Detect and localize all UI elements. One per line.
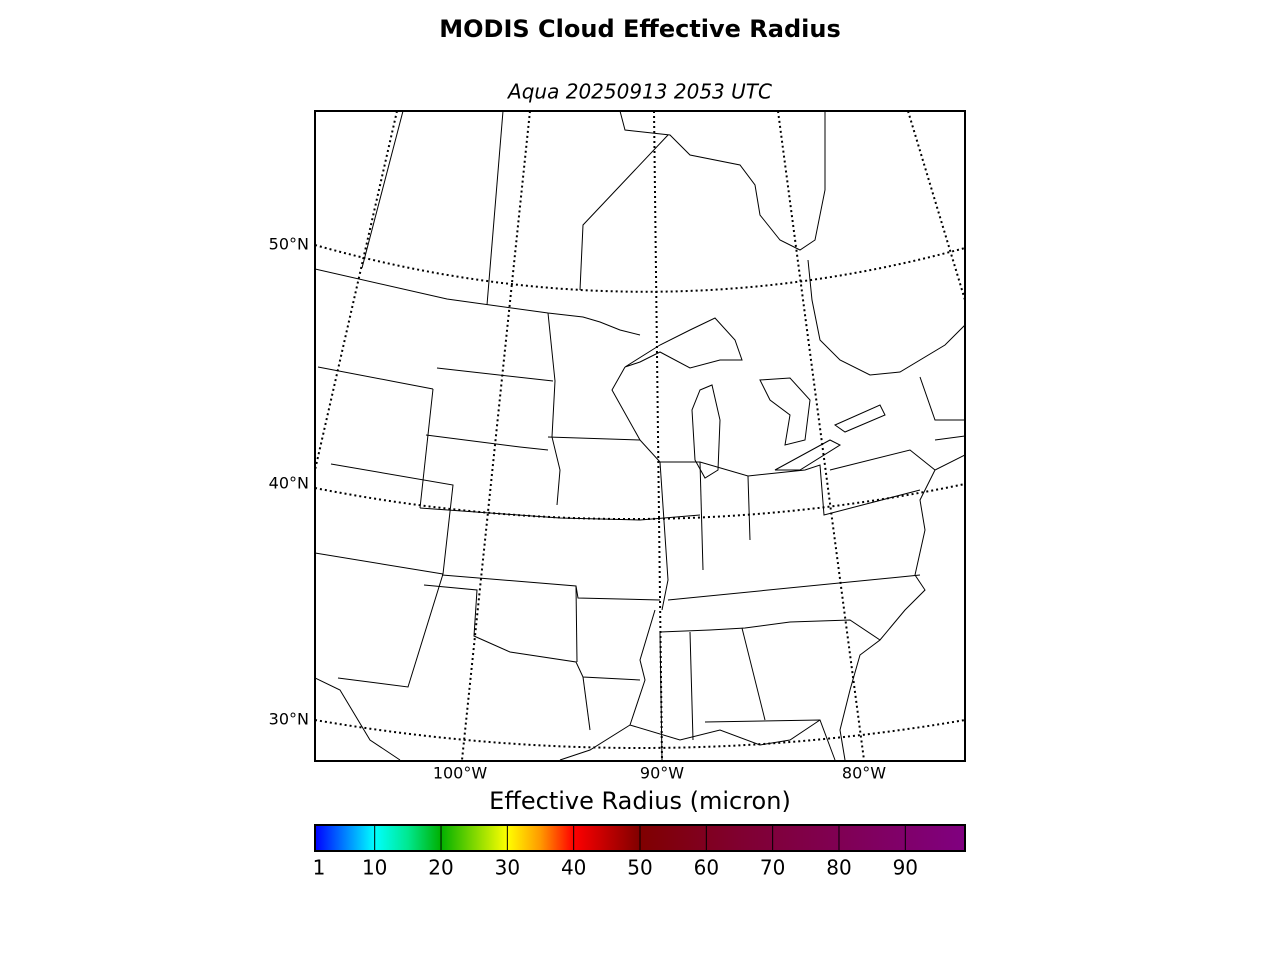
map-geometry [315, 111, 965, 761]
meridian-label: 80°W [842, 764, 886, 783]
colorbar-tick-label: 40 [561, 856, 586, 880]
colorbar-tick-label: 50 [627, 856, 652, 880]
colorbar-tick-label: 90 [893, 856, 918, 880]
colorbar-tick-label: 80 [826, 856, 851, 880]
parallel-label: 40°N [269, 474, 309, 493]
colorbar-tick-label: 20 [428, 856, 453, 880]
graticule [315, 111, 965, 761]
title: MODIS Cloud Effective Radius [439, 15, 841, 43]
graticule-labels: 50°N 40°N 30°N 100°W 90°W 80°W [269, 235, 887, 783]
colorbar-tick-label: 10 [362, 856, 387, 880]
parallel-label: 30°N [269, 710, 309, 729]
parallel-label: 50°N [269, 235, 309, 254]
coastlines-borders [315, 111, 965, 761]
map-frame [314, 110, 966, 762]
meridian-label: 100°W [433, 764, 488, 783]
subtitle: Aqua 20250913 2053 UTC [506, 80, 772, 104]
colorbar-tick-label: 60 [694, 856, 719, 880]
colorbar-tick-label: 1 [313, 856, 326, 880]
meridian-label: 90°W [640, 764, 684, 783]
colorbar-tick-label: 30 [495, 856, 520, 880]
colorbar-tick-label: 70 [760, 856, 785, 880]
colorbar-label: Effective Radius (micron) [489, 787, 791, 815]
